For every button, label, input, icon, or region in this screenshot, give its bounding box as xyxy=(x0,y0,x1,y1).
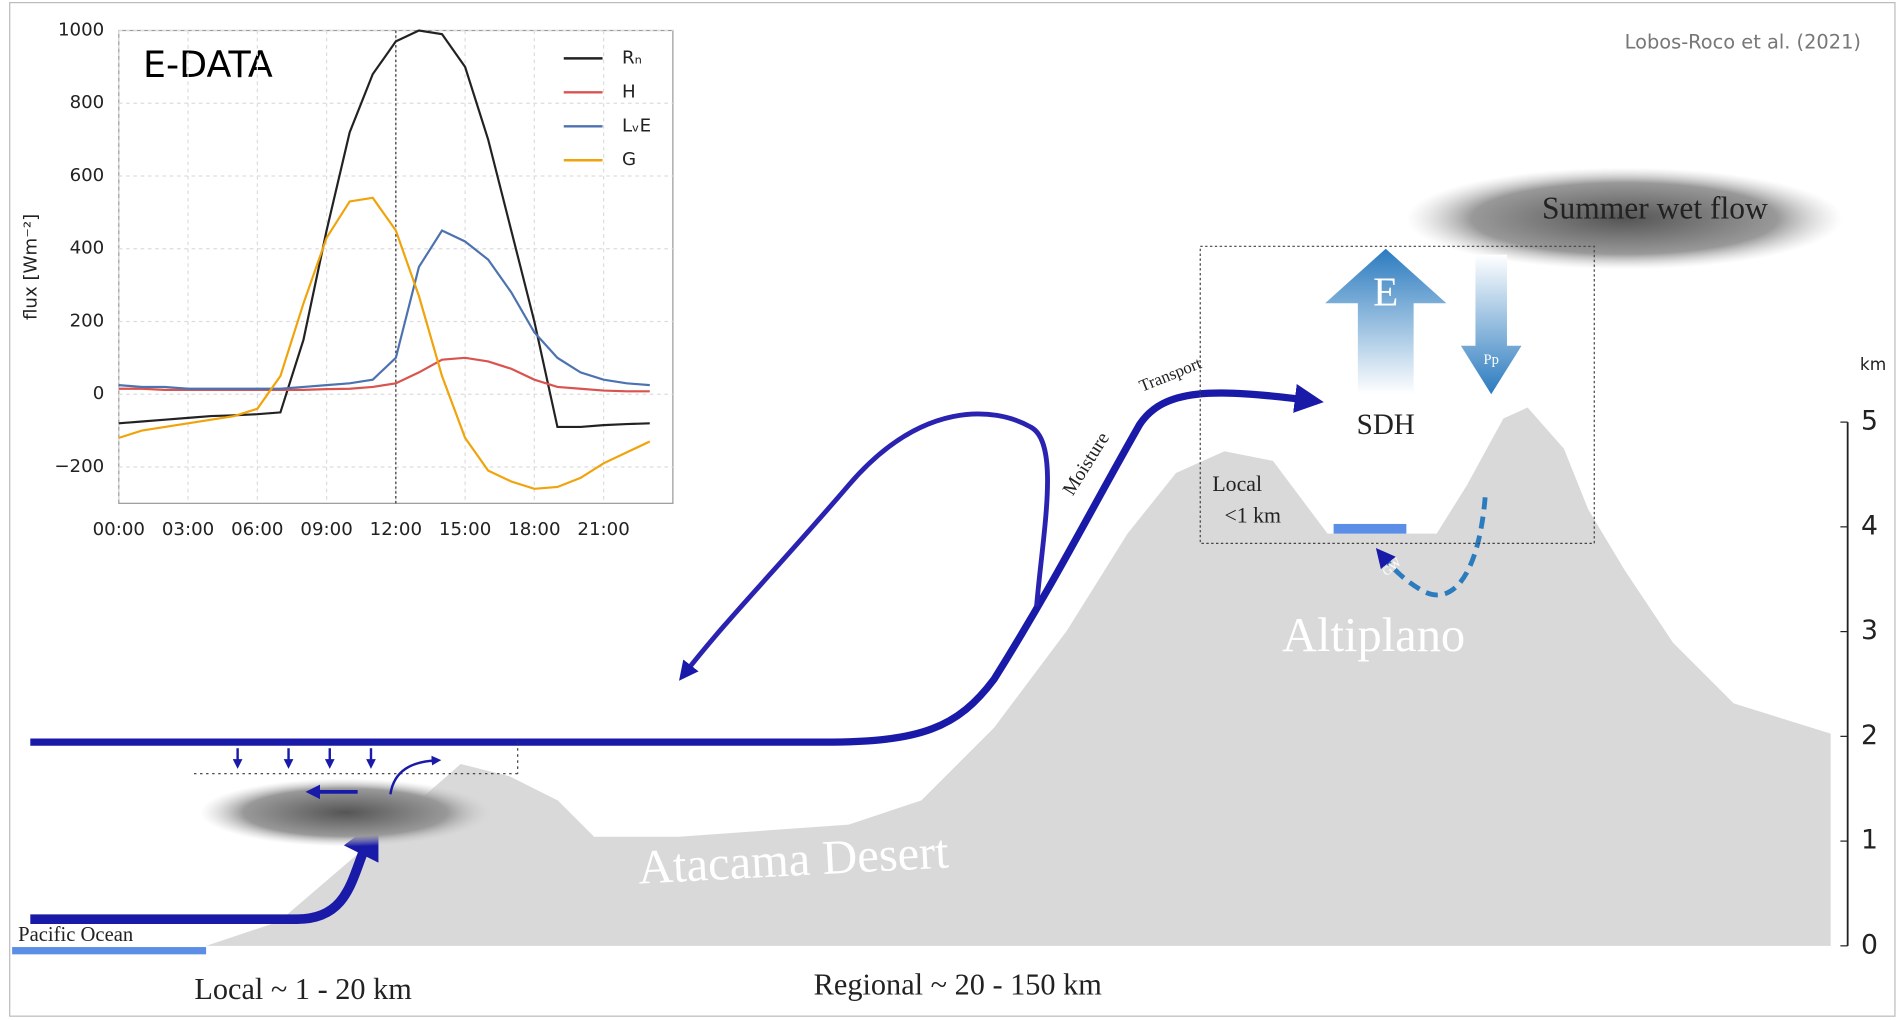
series-line xyxy=(118,29,650,429)
legend-label: LᵥE xyxy=(622,115,651,136)
regional-extent: Regional ~ 20 - 150 km xyxy=(814,967,1103,1001)
x-tick-label: 03:00 xyxy=(162,519,214,540)
fog-cloud xyxy=(200,778,492,847)
ocean xyxy=(12,947,207,955)
y-tick-label: 1000 xyxy=(58,20,104,41)
altitude-tick-label: 2 xyxy=(1861,720,1878,751)
x-tick-label: 06:00 xyxy=(231,519,283,540)
panel-label: E-DATA xyxy=(143,43,273,86)
ocean-label: Pacific Ocean xyxy=(18,924,133,946)
rain-cloud xyxy=(1406,167,1843,270)
altitude-tick-label: 0 xyxy=(1861,929,1878,960)
x-tick-label: 18:00 xyxy=(508,519,560,540)
cloud-label: Summer wet flow xyxy=(1542,190,1768,225)
precipitation-arrow xyxy=(1460,254,1522,395)
frame xyxy=(9,2,1896,1017)
y-tick-label: −200 xyxy=(54,456,104,477)
local-scale: <1 km xyxy=(1224,504,1281,528)
evaporation-label: E xyxy=(1373,269,1398,315)
y-tick-label: 0 xyxy=(93,383,105,404)
altitude-tick-label: 4 xyxy=(1861,510,1878,541)
y-tick-label: 800 xyxy=(70,92,105,113)
groundwater-flow xyxy=(1375,497,1488,598)
precipitation-label: Pp xyxy=(1484,352,1499,368)
marine-flow xyxy=(30,819,379,925)
subsidence-arrows xyxy=(232,748,376,769)
x-tick-label: 21:00 xyxy=(577,519,629,540)
fog-arrow xyxy=(389,755,442,795)
series-line xyxy=(118,229,650,390)
series-line xyxy=(118,196,651,490)
altitude-unit: km xyxy=(1860,355,1886,375)
altiplano-label: Altiplano xyxy=(1282,609,1465,662)
local-label: Local xyxy=(1212,472,1262,496)
y-tick-label: 400 xyxy=(70,238,105,259)
altitude-tick-label: 1 xyxy=(1861,825,1878,856)
legend-label: H xyxy=(622,81,636,102)
legend-label: Rₙ xyxy=(622,47,642,68)
local-extent: Local ~ 1 - 20 km xyxy=(194,972,412,1006)
local-box xyxy=(1199,245,1595,544)
terrain xyxy=(206,407,1831,946)
citation: Lobos-Roco et al. (2021) xyxy=(1625,31,1861,54)
y-tick-label: 200 xyxy=(70,310,105,331)
moisture-transport xyxy=(30,384,1324,746)
x-tick-label: 15:00 xyxy=(439,519,491,540)
altitude-tick-label: 3 xyxy=(1861,615,1878,646)
return-flow xyxy=(679,411,1050,681)
transport-label: Transport xyxy=(1136,353,1204,395)
lake xyxy=(1333,523,1407,534)
y-axis-label: flux [Wm⁻²] xyxy=(20,214,41,320)
x-tick-label: 00:00 xyxy=(93,519,145,540)
x-tick-label: 12:00 xyxy=(370,519,422,540)
lake-label: SDH xyxy=(1357,409,1415,441)
x-tick-label: 09:00 xyxy=(300,519,352,540)
altitude-tick-label: 5 xyxy=(1861,406,1878,437)
evaporation-arrow xyxy=(1325,248,1447,395)
legend-label: G xyxy=(622,149,636,170)
y-tick-label: 600 xyxy=(70,165,105,186)
